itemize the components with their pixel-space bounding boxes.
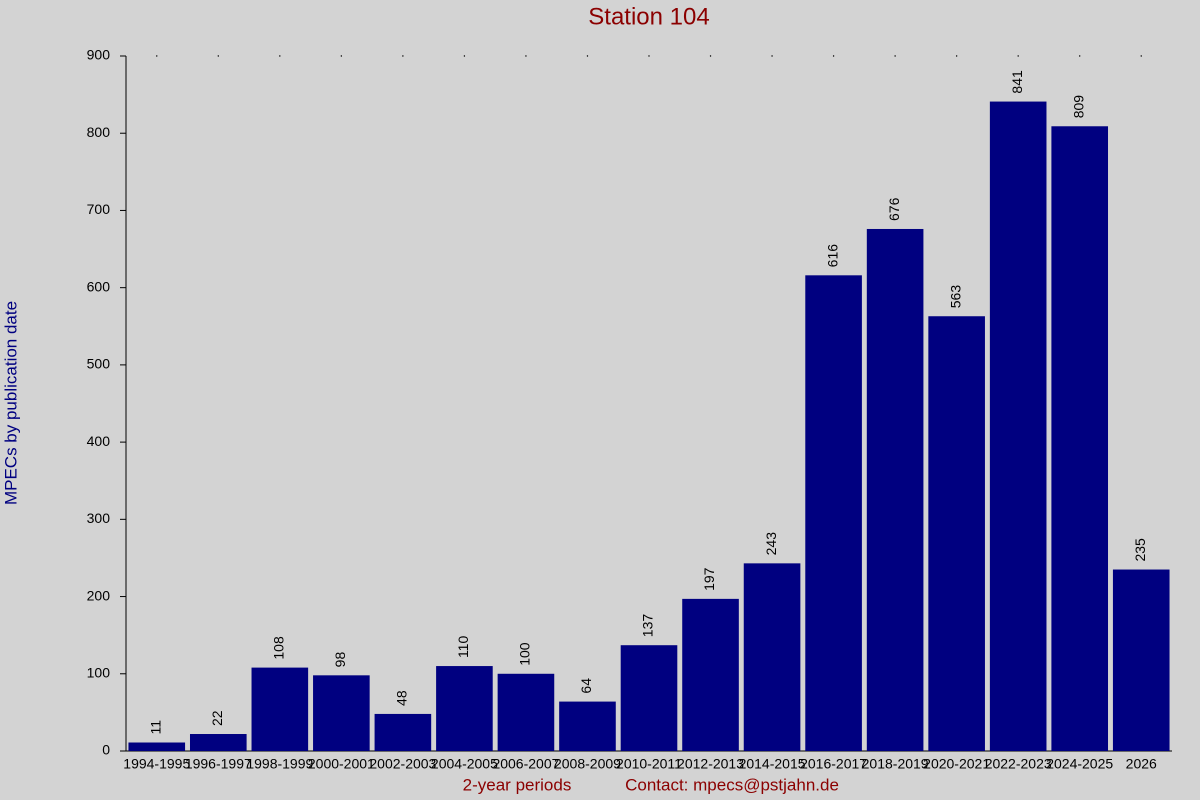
x-axis-label: 2-year periods (463, 775, 572, 794)
top-dot (156, 55, 158, 57)
y-tick-label: 500 (87, 356, 111, 372)
top-dot (955, 55, 958, 57)
x-tick-label: 2014-2015 (739, 756, 806, 772)
x-tick-label: 2024-2025 (1046, 756, 1113, 772)
x-tick-label: 2022-2023 (985, 756, 1052, 772)
top-dot (894, 55, 896, 57)
top-dot (832, 55, 835, 57)
bar (374, 713, 432, 751)
top-dot (525, 55, 527, 57)
top-dot (1079, 55, 1081, 57)
bar (313, 675, 370, 751)
top-dot (279, 55, 281, 57)
top-dot (586, 55, 589, 57)
chart-title: Station 104 (588, 3, 709, 30)
top-dot (1140, 55, 1142, 57)
x-tick-label: 2010-2011 (616, 756, 682, 772)
bar (436, 666, 493, 751)
value-label: 616 (824, 244, 840, 268)
x-tick-label: 2006-2007 (492, 756, 559, 772)
y-tick-label: 400 (87, 433, 111, 449)
x-tick-label: 1994-1995 (123, 756, 190, 772)
x-tick-label: 2018-2019 (862, 756, 929, 772)
x-tick-label: 1996-1997 (185, 756, 252, 772)
value-label: 48 (394, 690, 410, 706)
value-label: 235 (1132, 538, 1148, 562)
value-label: 137 (640, 614, 656, 638)
y-tick-label: 200 (87, 587, 111, 603)
x-tick-label: 2020-2021 (923, 756, 990, 772)
value-label: 110 (455, 636, 471, 659)
value-label: 676 (886, 197, 902, 221)
top-dot (648, 55, 650, 57)
bar (805, 275, 862, 751)
top-dot (340, 55, 343, 57)
bar (559, 701, 616, 751)
bar (1051, 126, 1109, 752)
bar (866, 228, 924, 751)
contact-note: Contact: mpecs@pstjahn.de (625, 775, 839, 794)
x-tick-label: 2002-2003 (369, 756, 436, 772)
bar (989, 101, 1047, 752)
x-tick-label: 2004-2005 (431, 756, 498, 772)
x-tick-label: 1998-1999 (246, 756, 313, 772)
y-tick-label: 700 (87, 201, 111, 217)
bar (251, 667, 309, 751)
value-label: 243 (763, 532, 779, 556)
value-label: 809 (1070, 95, 1086, 119)
value-label: 841 (1009, 70, 1025, 94)
value-label: 197 (701, 567, 717, 591)
top-dot (1017, 55, 1019, 57)
bar (497, 673, 555, 751)
x-tick-label: 2026 (1126, 756, 1157, 772)
x-tick-label: 2016-2017 (800, 756, 867, 772)
bar (1112, 569, 1170, 751)
bar (743, 563, 801, 751)
top-dot (463, 55, 466, 57)
bar (682, 598, 739, 751)
value-label: 22 (209, 710, 225, 726)
value-label: 100 (517, 642, 533, 666)
x-tick-label: 2012-2013 (677, 756, 744, 772)
bar (928, 316, 985, 751)
bar (128, 742, 186, 751)
top-dot (217, 55, 219, 57)
y-tick-label: 300 (87, 510, 111, 526)
value-label: 563 (947, 285, 963, 309)
top-dot (402, 55, 404, 57)
bar (189, 734, 247, 751)
y-axis-label: MPECs by publication date (1, 301, 20, 505)
x-tick-label: 2008-2009 (554, 756, 621, 772)
value-label: 108 (271, 636, 287, 660)
value-label: 11 (147, 720, 163, 735)
value-label: 98 (332, 652, 348, 668)
y-tick-label: 100 (87, 664, 111, 680)
y-tick-label: 900 (87, 47, 111, 63)
y-tick-label: 0 (102, 742, 110, 758)
value-label: 64 (578, 678, 594, 694)
y-tick-label: 800 (87, 124, 111, 140)
top-dot (771, 55, 773, 57)
top-dot (709, 55, 712, 57)
bar (620, 645, 678, 751)
x-tick-label: 2000-2001 (308, 756, 375, 772)
y-tick-label: 600 (87, 278, 111, 294)
